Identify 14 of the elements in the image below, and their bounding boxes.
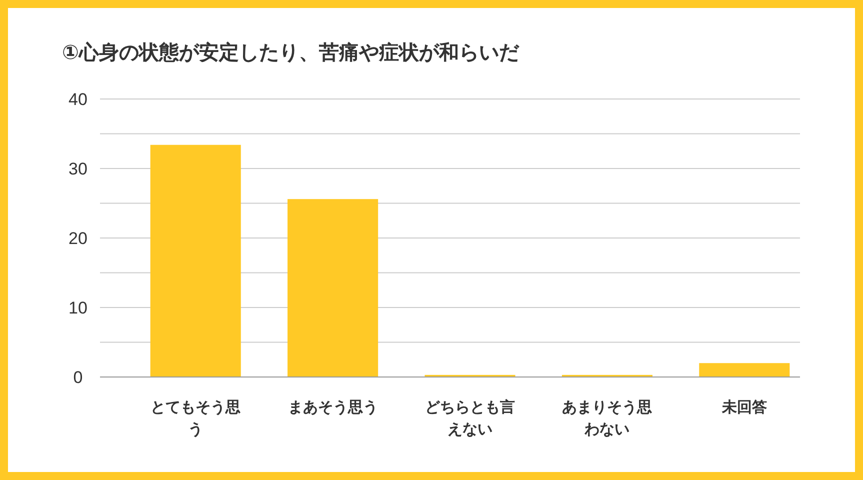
x-tick-label: とてもそう思う: [150, 398, 242, 440]
bar: [699, 363, 790, 377]
x-tick-label: あまりそう思わない: [561, 398, 654, 440]
x-tick-label: 未回答: [720, 398, 768, 418]
y-tick-label: 10: [68, 298, 88, 318]
x-tick-label: どちらとも言えない: [424, 398, 516, 440]
y-tick-label: 30: [68, 160, 88, 178]
y-tick-label: 40: [68, 90, 88, 109]
bar: [288, 199, 378, 377]
y-tick-label: 0: [73, 368, 83, 387]
bar: [150, 144, 241, 377]
y-tick-label: 20: [68, 229, 88, 248]
chart-title: ①心身の状態が安定したり、苦痛や症状が和らいだ: [62, 41, 520, 64]
x-tick-label: まあそう思う: [286, 398, 379, 418]
